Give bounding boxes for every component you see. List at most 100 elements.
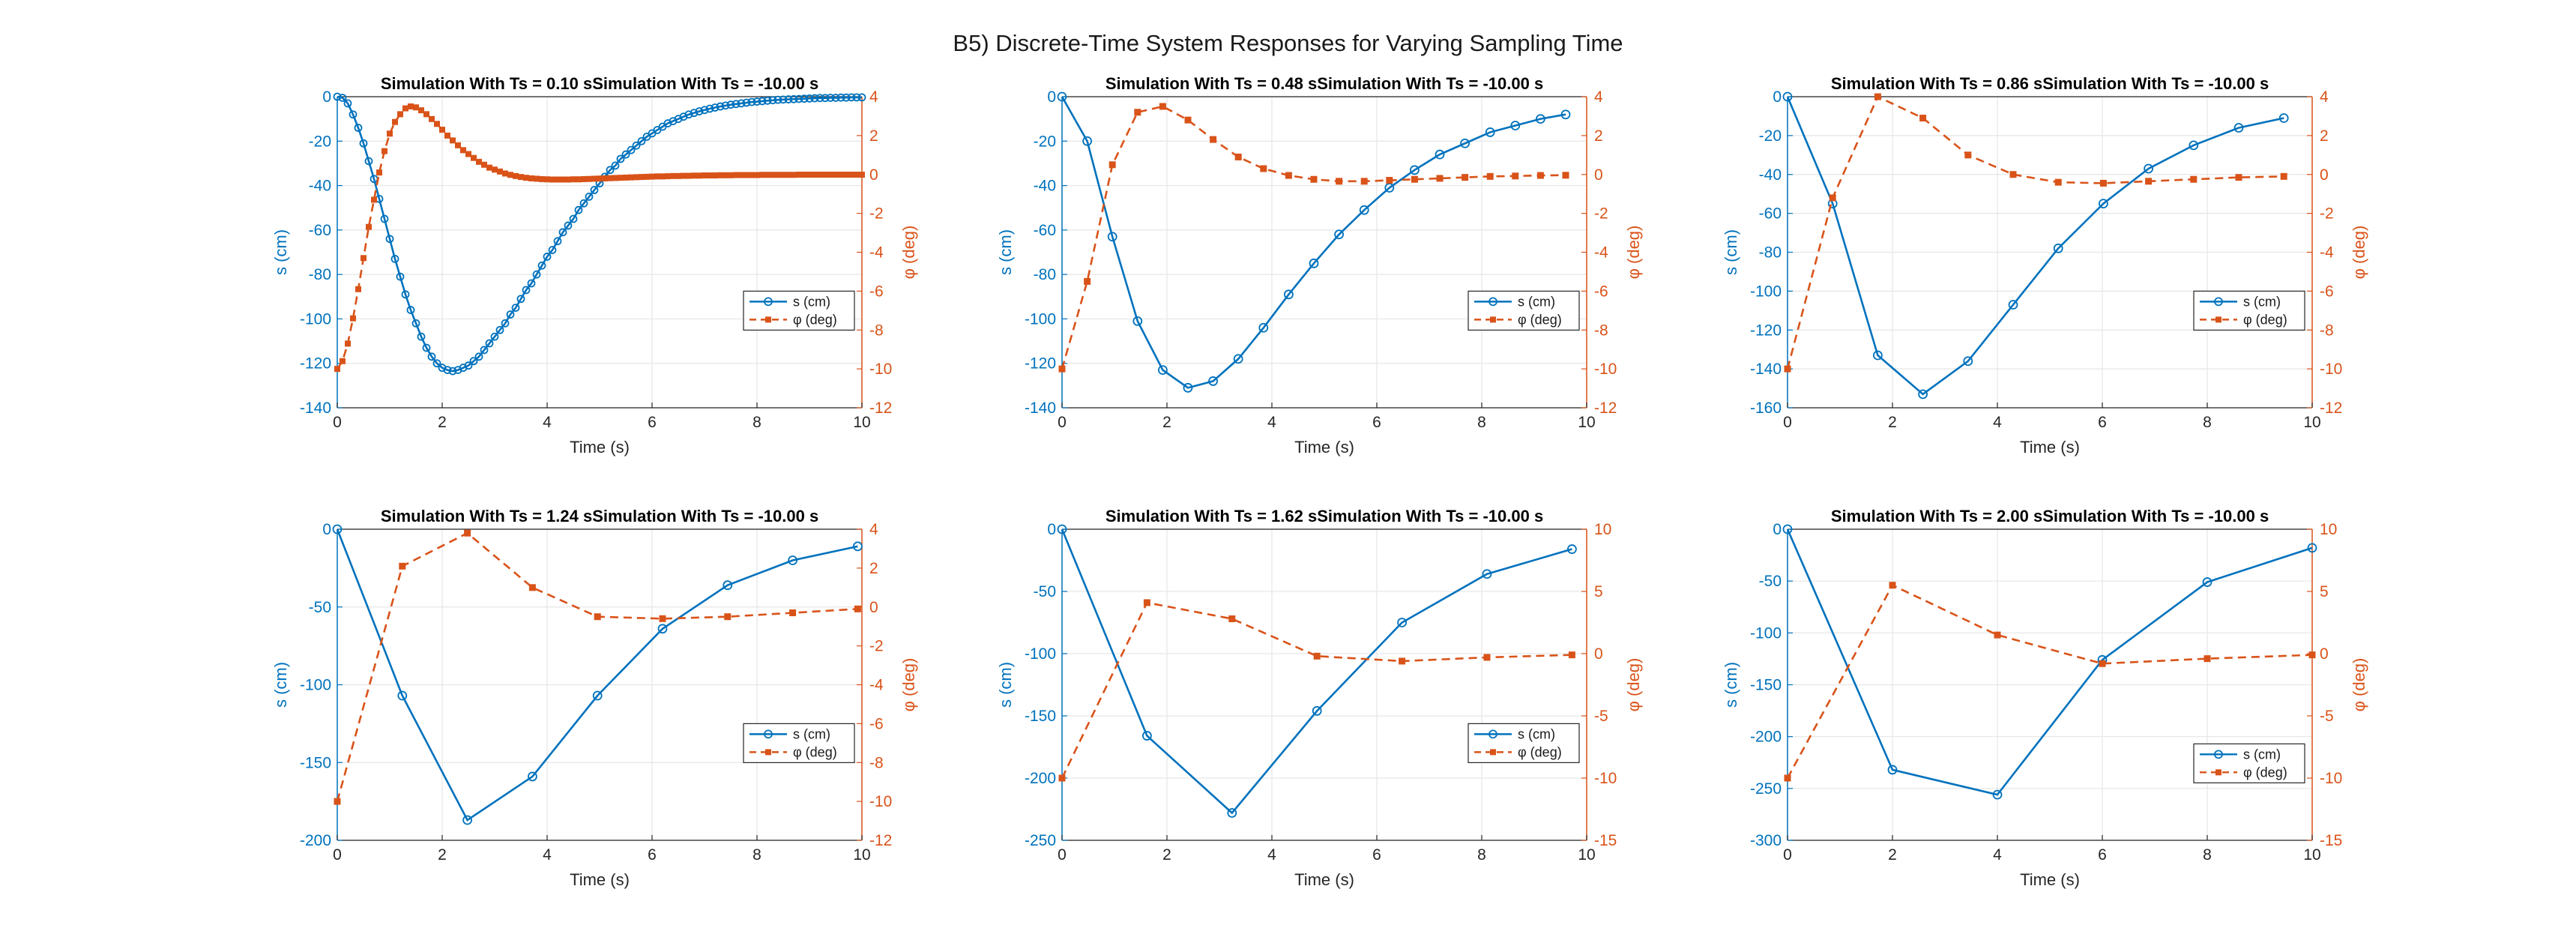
s-data-point [359,139,368,148]
x-tick-label: 10 [1578,846,1595,864]
right-y-tick-label: -8 [2320,322,2334,339]
subplot-title: Simulation With Ts = 0.86 sSimulation Wi… [1831,74,2269,93]
right-y-axis-label: φ (deg) [2350,658,2368,712]
phi-data-point [361,255,367,262]
s-data-point [621,150,630,159]
left-y-axis-label: s (cm) [996,662,1015,708]
phi-data-point [2145,178,2153,185]
phi-data-point [402,105,408,112]
phi-data-point [1994,631,2001,639]
subplot-5: 0 2 4 6 8 10-250-200-150-100-500-15-10-50510T… [996,507,1643,889]
right-y-tick-label: -10 [2320,361,2342,378]
phi-data-point [1084,277,1091,285]
right-y-tick-label: -6 [2320,283,2334,300]
s-data-point [711,103,720,112]
s-series-line [1061,96,1566,389]
phi-data-point [555,176,561,183]
phi-data-point [471,154,477,161]
phi-data-point [464,529,471,537]
right-y-tick-label: -12 [2320,400,2342,417]
phi-data-point [2054,178,2062,186]
left-y-tick-label: -60 [1759,205,1782,223]
s-data-point [1284,289,1294,300]
x-tick-label: 2 [438,846,447,864]
legend-phi-label: φ (deg) [2243,312,2287,327]
phi-data-point [539,175,545,182]
phi-data-point [623,174,629,181]
right-y-tick-label: 0 [869,599,878,616]
x-tick-label: 4 [1267,414,1276,431]
s-data-point [1566,544,1577,554]
legend-s-marker [764,297,773,307]
s-data-point [2189,140,2199,151]
phi-data-point [2009,171,2017,178]
phi-data-point [806,172,812,178]
left-y-tick-label: -20 [309,133,331,150]
phi-data-point [350,315,356,322]
legend-s-label: s (cm) [2243,747,2281,762]
phi-data-point [1234,153,1242,160]
s-data-point [779,95,788,104]
s-data-point [737,99,746,108]
s-data-point [543,253,552,261]
phi-data-point [681,172,687,179]
left-y-tick-label: -160 [1750,400,1782,417]
s-data-point [411,319,420,328]
s-series-line [1786,528,2313,796]
s-data-point [564,221,573,230]
right-y-tick-label: -10 [2320,770,2342,787]
right-y-tick-label: 5 [2320,583,2329,600]
s-data-point [1535,114,1545,124]
phi-data-point [775,172,781,178]
left-y-tick-label: -200 [300,832,331,849]
phi-data-point [486,164,492,171]
x-axis-label: Time (s) [2020,438,2080,457]
phi-data-point [1386,177,1393,184]
right-y-tick-label: -6 [869,283,884,300]
legend-phi-marker [1490,316,1496,323]
s-data-point [501,319,510,328]
s-data-point [443,366,452,375]
left-y-tick-label: -150 [1750,677,1782,694]
legend-box [2193,290,2305,331]
phi-data-point [785,172,791,178]
right-y-tick-label: -8 [1594,322,1608,339]
phi-data-point [854,172,860,178]
s-data-point [857,93,866,102]
s-data-point [2278,113,2289,123]
x-tick-label: 8 [1477,414,1486,431]
phi-data-point [1184,116,1192,124]
s-data-point [657,624,668,634]
s-data-point [1183,382,1193,393]
x-tick-label: 6 [648,846,657,864]
s-data-point [815,94,824,103]
right-y-tick-label: -4 [869,244,884,262]
left-y-tick-label: -40 [1759,166,1782,184]
s-data-point [1309,258,1319,268]
s-data-point [422,343,431,352]
s-data-point [852,93,861,102]
left-y-tick-label: -250 [1025,832,1056,849]
phi-data-point [1228,615,1236,623]
phi-data-point [796,172,802,178]
x-tick-label: 6 [2098,414,2107,431]
phi-data-point [649,173,655,180]
phi-data-point [838,172,844,178]
left-y-tick-label: -50 [1034,583,1056,600]
phi-data-point [345,340,351,347]
phi-data-point [513,172,519,179]
phi-data-point [1210,136,1217,143]
phi-data-point [723,172,729,178]
subplot-title: Simulation With Ts = 0.48 sSimulation Wi… [1105,74,1543,93]
left-y-axis-label: s (cm) [271,229,290,275]
phi-data-point [696,172,702,179]
s-data-point [831,94,840,102]
x-tick-label: 6 [1372,414,1381,431]
phi-data-point [827,172,833,178]
phi-data-point [549,176,555,183]
phi-data-point [387,130,393,137]
s-data-point [2098,199,2108,209]
s-data-point [569,214,578,223]
x-tick-label: 2 [1888,414,1897,431]
right-y-tick-label: -15 [1594,832,1617,849]
